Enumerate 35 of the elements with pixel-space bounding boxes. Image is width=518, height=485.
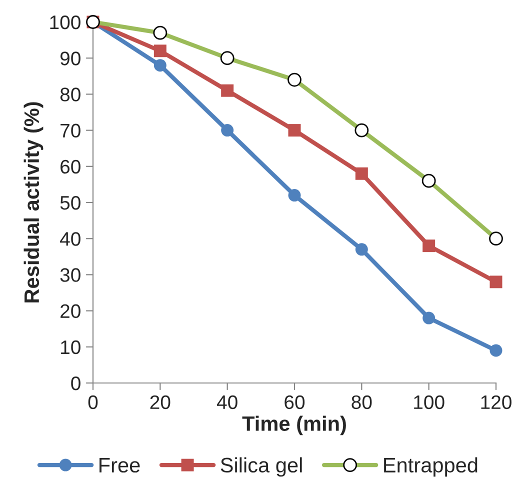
x-tick-label: 120 (481, 395, 512, 410)
y-tick-label: 30 (60, 268, 80, 282)
y-tick-label: 100 (50, 15, 80, 30)
x-tick-label: 40 (216, 395, 238, 410)
point (154, 44, 166, 58)
y-tick-label: 50 (60, 196, 80, 210)
y-tick-label: 60 (60, 160, 80, 174)
x-tick-label: 60 (284, 395, 305, 410)
legend-label: Silica gel (220, 457, 302, 477)
y-tick-label: 0 (71, 376, 80, 390)
y-tick-label: 20 (60, 304, 80, 318)
point (422, 240, 436, 252)
y-tick-label: 90 (60, 52, 80, 66)
y-tick-label: 70 (60, 124, 80, 138)
point (355, 167, 368, 180)
y-axis-title: Residual activity (%) (24, 102, 44, 302)
x-tick-label: 80 (352, 395, 372, 410)
point (221, 124, 234, 137)
x-tick-label: 0 (88, 395, 98, 410)
point (355, 243, 368, 256)
x-tick-label: 100 (414, 395, 444, 410)
point (422, 312, 436, 324)
y-tick-label: 10 (61, 340, 80, 354)
point (221, 84, 234, 97)
y-tick-label: 40 (60, 232, 80, 246)
x-axis-title: Time (min) (242, 416, 346, 436)
point (288, 124, 301, 137)
point (154, 59, 166, 72)
point (288, 189, 301, 202)
legend-label: Entrapped (384, 457, 478, 477)
point (490, 344, 502, 357)
legend-label: Free (100, 458, 140, 473)
point (490, 276, 502, 288)
x-tick-label: 20 (150, 395, 170, 410)
y-tick-label: 80 (60, 88, 80, 102)
